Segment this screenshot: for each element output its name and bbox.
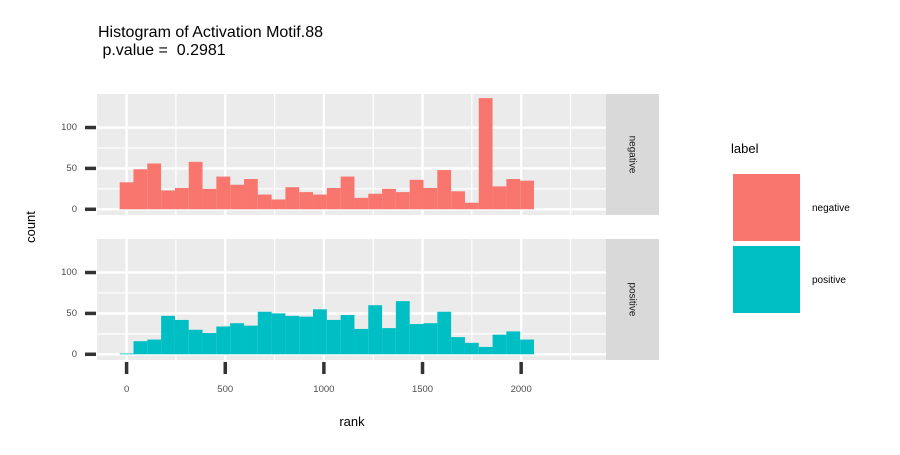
y-tick-label: 100 — [61, 267, 77, 278]
histogram-bar-negative — [395, 192, 410, 210]
histogram-bar-negative — [188, 161, 203, 210]
y-tick-label: 50 — [66, 308, 77, 319]
legend-label-negative: negative — [812, 203, 850, 214]
histogram-bar-positive — [230, 323, 244, 355]
x-tick-label: 500 — [217, 384, 233, 395]
y-tick-label: 0 — [72, 204, 77, 215]
histogram-bar-positive — [340, 315, 355, 355]
histogram-bar-positive — [313, 309, 327, 355]
facet-strip-positive — [606, 239, 659, 360]
histogram-bar-positive — [326, 319, 341, 355]
histogram-bar-positive — [451, 337, 465, 355]
histogram-bar-positive — [492, 334, 507, 355]
facet-strip-label-negative: negative — [626, 136, 637, 174]
y-tick-label: 100 — [61, 122, 77, 133]
facet-strip-label-positive: positive — [626, 283, 637, 317]
histogram-bar-positive — [395, 301, 410, 355]
legend-label-positive: positive — [812, 275, 846, 286]
histogram-bar-positive — [161, 315, 175, 355]
histogram-bar-negative — [119, 182, 134, 210]
histogram-bar-positive — [437, 311, 452, 355]
histogram-bar-negative — [147, 163, 162, 210]
histogram-bar-positive — [354, 328, 369, 355]
histogram-bar-positive — [423, 323, 438, 355]
histogram-bar-positive — [478, 346, 493, 355]
histogram-bar-positive — [257, 311, 272, 355]
histogram-bar-negative — [478, 98, 493, 210]
histogram-bar-negative — [520, 180, 534, 210]
histogram-bar-positive — [216, 326, 231, 355]
histogram-bar-positive — [382, 328, 396, 355]
legend-key-positive[interactable] — [733, 246, 800, 313]
histogram-bar-negative — [409, 179, 424, 210]
histogram-bar-negative — [382, 188, 396, 210]
histogram-bar-negative — [451, 191, 465, 210]
x-tick-label: 1500 — [412, 384, 433, 395]
histogram-bars — [119, 98, 534, 355]
histogram-bar-negative — [437, 170, 452, 210]
histogram-bar-negative — [368, 193, 383, 210]
chart-subtitle: p.value = 0.2981 — [98, 42, 226, 59]
y-tick-label: 50 — [66, 163, 77, 174]
histogram-bar-negative — [174, 188, 189, 210]
histogram-bar-positive — [174, 319, 189, 355]
x-tick-label: 0 — [124, 384, 129, 395]
histogram-bar-negative — [340, 176, 355, 210]
histogram-bar-negative — [230, 184, 244, 210]
chart-title: Histogram of Activation Motif.88 — [98, 24, 323, 41]
histogram-bar-negative — [285, 187, 300, 210]
histogram-bar-positive — [119, 353, 134, 355]
histogram-bar-negative — [464, 202, 479, 210]
histogram-bar-negative — [354, 197, 369, 210]
histogram-bar-negative — [216, 176, 231, 210]
histogram-bar-positive — [368, 305, 383, 355]
x-tick-label: 1000 — [313, 384, 334, 395]
histogram-bar-negative — [313, 194, 327, 210]
histogram-bar-positive — [133, 341, 148, 355]
legend-title: label — [731, 141, 759, 156]
histogram-bar-negative — [492, 186, 507, 210]
histogram-bar-negative — [506, 179, 521, 210]
histogram-bar-positive — [299, 316, 314, 355]
x-axis-label: rank — [339, 414, 365, 429]
histogram-bar-negative — [257, 194, 272, 210]
histogram-bar-negative — [161, 190, 175, 210]
histogram-bar-positive — [147, 339, 162, 355]
histogram-bar-positive — [464, 342, 479, 355]
histogram-bar-negative — [271, 199, 286, 210]
histogram-bar-positive — [202, 333, 217, 355]
histogram-bar-negative — [243, 179, 258, 210]
histogram-bar-positive — [506, 331, 521, 355]
facet-strip-negative — [606, 94, 659, 215]
legend-key-negative[interactable] — [733, 174, 800, 241]
histogram-bar-positive — [409, 324, 424, 355]
histogram-bar-negative — [326, 188, 341, 210]
histogram-bar-negative — [202, 188, 217, 210]
histogram-bar-positive — [271, 313, 286, 355]
histogram-bar-negative — [133, 169, 148, 210]
y-axis-label: count — [23, 211, 38, 243]
histogram-bar-positive — [520, 339, 534, 355]
y-tick-label: 0 — [72, 349, 77, 360]
histogram-bar-positive — [243, 325, 258, 355]
x-tick-label: 2000 — [511, 384, 532, 395]
histogram-bar-negative — [299, 192, 314, 210]
histogram-bar-positive — [188, 329, 203, 355]
histogram-bar-negative — [423, 188, 438, 210]
histogram-bar-positive — [285, 315, 300, 355]
